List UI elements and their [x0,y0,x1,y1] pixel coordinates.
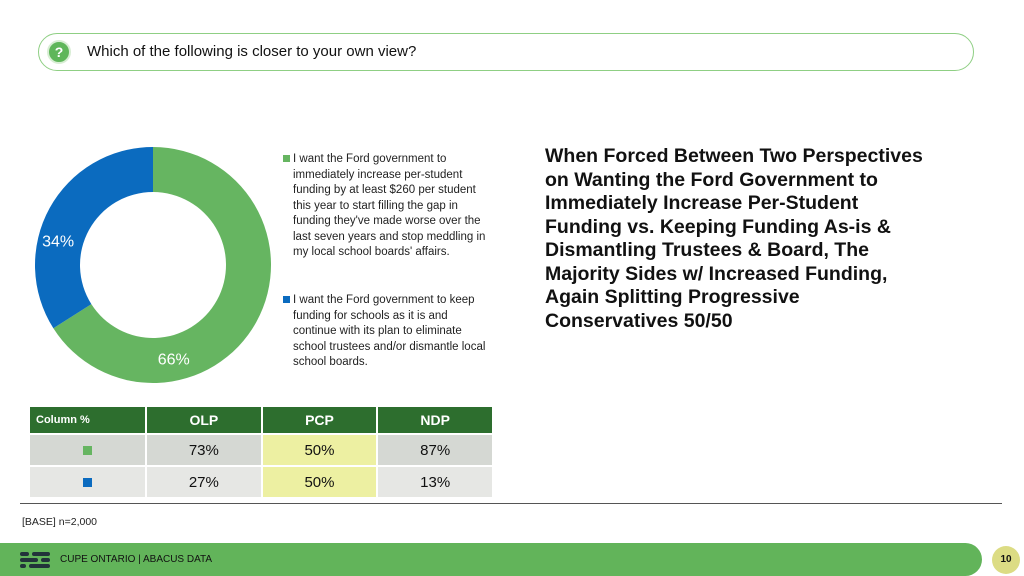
table-cell-pcp: 50% [262,467,377,497]
question-bar: ? Which of the following is closer to yo… [38,33,974,71]
donut-label-keep-funding: 34% [42,234,74,251]
page-number: 10 [992,546,1020,574]
column-header-olp: OLP [147,407,261,433]
table-corner-label: Column % [30,407,145,433]
column-header-pcp: PCP [262,407,377,433]
question-text: Which of the following is closer to your… [87,43,417,60]
party-breakdown-table: Column % OLP PCP NDP 73% 50% 87% 27% 50%… [28,405,494,499]
row-swatch-cell [30,467,145,497]
table-cell-olp: 27% [147,467,261,497]
donut-chart: 66% 34% [35,147,271,383]
legend-item-increase-funding: I want the Ford government to immediatel… [283,152,493,261]
donut-slice-increase-funding [53,147,271,383]
table-header-row: Column % OLP PCP NDP [30,407,492,433]
table-row: 73% 50% 87% [30,435,492,465]
headline: When Forced Between Two Perspectives on … [545,145,923,332]
row-swatch-green [83,445,92,455]
row-swatch-blue [83,477,92,487]
table-cell-pcp: 50% [262,435,377,465]
legend-label-keep-funding: I want the Ford government to keep fundi… [293,294,486,368]
question-icon: ? [47,40,71,64]
legend-label-increase-funding: I want the Ford government to immediatel… [293,153,486,258]
table-cell-ndp: 87% [378,435,492,465]
legend-swatch-blue [283,296,290,303]
footer-bar: CUPE ONTARIO | ABACUS DATA [0,543,982,576]
footer-text: CUPE ONTARIO | ABACUS DATA [60,554,213,565]
divider [20,503,1002,504]
base-note: [BASE] n=2,000 [22,516,98,528]
table-cell-olp: 73% [147,435,261,465]
legend-swatch-green [283,155,290,162]
donut-slice-keep-funding [35,147,153,329]
table-row: 27% 50% 13% [30,467,492,497]
legend-item-keep-funding: I want the Ford government to keep fundi… [283,293,493,371]
column-header-ndp: NDP [378,407,492,433]
table-cell-ndp: 13% [378,467,492,497]
abacus-logo-icon [20,552,50,568]
row-swatch-cell [30,435,145,465]
donut-label-increase-funding: 66% [158,352,190,369]
